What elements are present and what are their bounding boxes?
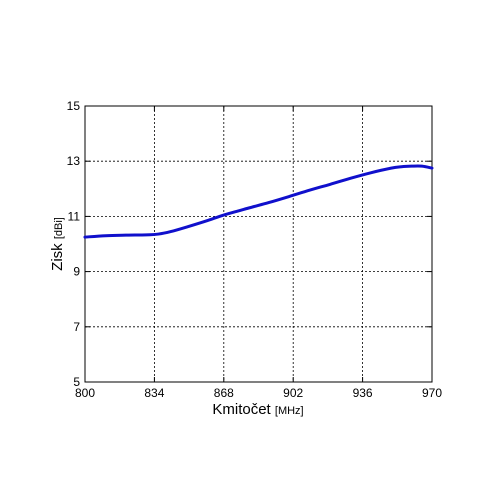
y-tick-label: 5 [73,375,80,389]
x-tick-label: 868 [214,386,234,400]
y-tick-label: 11 [68,209,81,223]
x-tick-label: 902 [283,386,303,400]
x-tick-label: 800 [75,386,95,400]
x-tick-label: 936 [353,386,373,400]
x-tick-label: 970 [422,386,442,400]
x-axis-label-unit: [MHz] [275,405,304,417]
y-tick-label: 15 [67,99,81,113]
y-tick-label: 7 [73,320,80,334]
ticks [84,105,433,383]
tick-labels: 800 834 868 902 936 970 5 7 9 11 13 15 [67,99,443,400]
y-tick-label: 13 [67,154,81,168]
plot-frame [84,105,433,383]
x-axis-label-text: Kmitočet [212,401,271,418]
series [83,164,434,239]
series-line [83,164,434,239]
y-axis-label-text: Zisk [49,243,66,271]
x-tick-label: 834 [144,386,164,400]
y-axis-label: Zisk [dBi] [49,217,66,271]
grid [85,106,432,382]
y-axis-label-unit: [dBi] [53,217,65,239]
x-axis-label: Kmitočet [MHz] [212,401,303,418]
y-tick-label: 9 [73,265,80,279]
